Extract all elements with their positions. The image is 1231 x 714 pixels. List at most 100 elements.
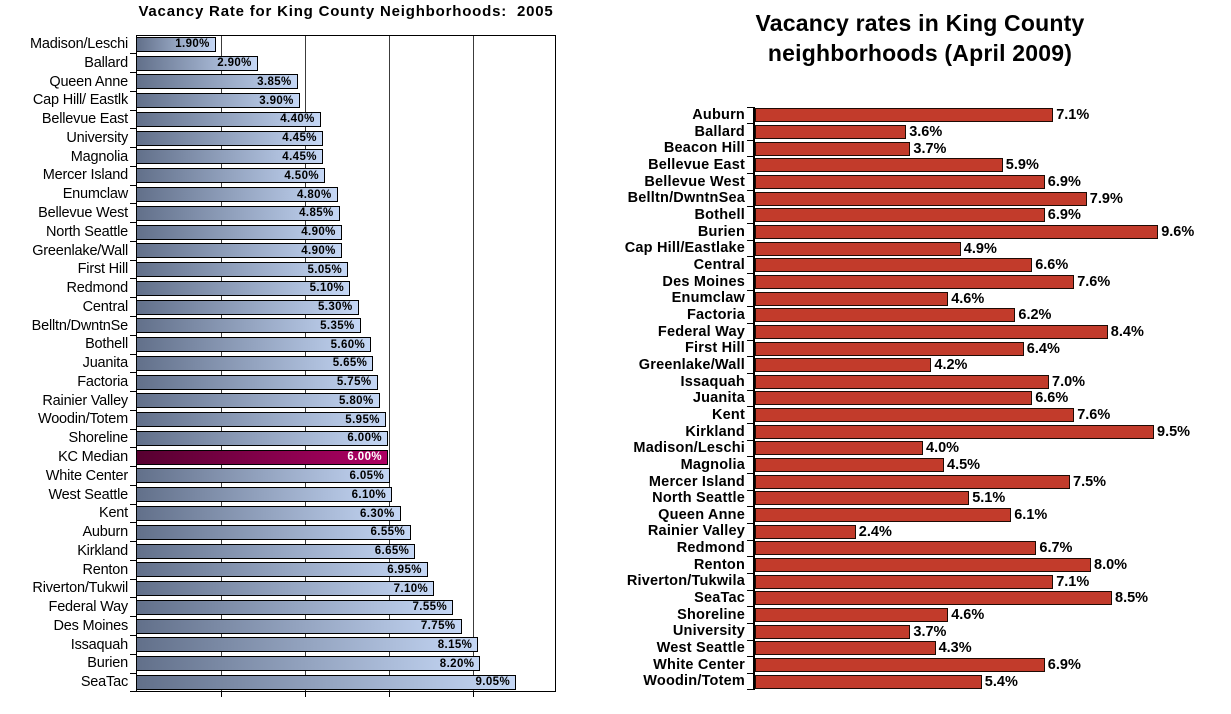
bar-row: Belltn/DwntnSea 7.9% (610, 190, 1230, 208)
category-label: Des Moines (662, 273, 745, 290)
category-label: Kirkland (77, 542, 128, 559)
bar-track: 6.6% (754, 390, 1230, 407)
value-label: 6.30% (359, 507, 395, 520)
bar: 6.65% (136, 543, 416, 559)
value-label: 6.4% (1026, 340, 1060, 357)
bar-row: North Seattle 4.90% (0, 223, 556, 242)
value-label: 6.95% (387, 563, 422, 576)
bar-row: White Center 6.9% (610, 657, 1230, 674)
bar-track: 6.9% (754, 657, 1230, 674)
category-label: Greenlake/Wall (638, 356, 745, 373)
value-label: 5.80% (338, 394, 374, 407)
bar-track: 6.10% (136, 485, 556, 504)
category-label: North Seattle (652, 490, 745, 507)
bar: 4.45% (136, 149, 323, 165)
bar (755, 308, 1016, 323)
category-label: Cap Hill/ Eastlk (32, 92, 128, 109)
bar (755, 524, 856, 539)
value-label: 5.65% (332, 357, 368, 370)
category-label: West Seattle (656, 640, 745, 657)
value-label: 8.15% (437, 638, 473, 651)
bar-track: 6.00% (136, 429, 556, 448)
bar: 5.80% (136, 393, 380, 409)
value-label: 5.30% (317, 301, 353, 314)
bar-track: 5.05% (136, 260, 556, 279)
value-label: 8.5% (1115, 590, 1149, 607)
bar-row: Shoreline 6.00% (0, 429, 556, 449)
bar: 6.95% (136, 562, 428, 578)
bar-row: Auburn 7.1% (610, 106, 1230, 124)
bar-row: Auburn 6.55% (0, 523, 556, 542)
value-label: 4.0% (926, 440, 960, 457)
category-label: First Hill (77, 261, 129, 278)
bar: 6.05% (136, 468, 391, 484)
bar-row: Beacon Hill 3.7% (610, 140, 1230, 158)
value-label: 5.10% (309, 282, 345, 295)
x-axis-tick (389, 692, 390, 697)
bar-track: 4.40% (136, 110, 556, 129)
bar-track: 8.5% (754, 590, 1230, 607)
bar-row: University 3.7% (610, 623, 1230, 641)
bar: 4.80% (136, 187, 338, 202)
value-label: 1.90% (175, 38, 210, 51)
bar-row: Kent 6.30% (0, 504, 556, 524)
value-label: 6.7% (1039, 540, 1073, 557)
bar (755, 441, 923, 456)
category-label: Greenlake/Wall (32, 242, 128, 259)
bar-track: 7.5% (754, 473, 1230, 490)
category-label: Enumclaw (62, 186, 128, 203)
value-label: 5.9% (1005, 157, 1039, 174)
bar-row: Juanita 6.6% (610, 390, 1230, 407)
value-label: 3.85% (257, 75, 292, 88)
category-label: Renton (693, 556, 745, 573)
bar: 4.50% (136, 168, 325, 184)
bar-row: Magnolia 4.45% (0, 148, 556, 167)
bar-row: Woodin/Totem 5.95% (0, 410, 556, 430)
bar-track: 4.9% (754, 240, 1230, 257)
value-label: 7.0% (1052, 373, 1086, 390)
value-label: 4.45% (282, 132, 317, 145)
category-label: University (66, 129, 128, 146)
bar-row: SeaTac 8.5% (610, 590, 1230, 607)
bar (755, 174, 1045, 189)
bar-track: 4.90% (136, 241, 556, 260)
category-label: Madison/Leschi (633, 440, 745, 457)
bar (755, 424, 1154, 439)
bar-track: 9.6% (754, 224, 1230, 241)
category-label: Des Moines (53, 617, 128, 634)
bar: 8.20% (136, 656, 481, 672)
category-label: Belltn/DwntnSe (31, 317, 129, 334)
bar-track: 5.80% (136, 392, 556, 411)
bar: 6.55% (136, 524, 412, 540)
bar: 6.10% (136, 487, 393, 503)
category-label: Rainier Valley (42, 392, 128, 409)
bar-row: Burien 9.6% (610, 224, 1230, 241)
category-label: Juanita (82, 355, 129, 372)
value-label: 6.10% (351, 488, 387, 501)
bar (755, 141, 911, 156)
category-label: Shoreline (68, 430, 129, 447)
bar: 5.35% (136, 318, 361, 334)
bar-track: 3.6% (754, 124, 1230, 141)
bar (755, 491, 970, 506)
category-label: Riverton/Tukwila (626, 573, 745, 590)
bar-track: 5.35% (136, 316, 556, 335)
bar: 7.55% (136, 599, 454, 615)
bar-track: 8.20% (136, 654, 556, 673)
bar-track: 7.75% (136, 617, 556, 636)
bar (755, 324, 1108, 339)
category-label: KC Median (58, 448, 128, 465)
bar (755, 191, 1087, 206)
bar (755, 241, 961, 256)
bar (755, 108, 1054, 123)
bar: 5.30% (136, 299, 359, 315)
bar-track: 8.15% (136, 636, 556, 655)
bar (755, 408, 1075, 423)
category-label: White Center (45, 467, 128, 484)
value-label: 5.4% (984, 673, 1018, 690)
value-label: 7.6% (1077, 273, 1111, 290)
bar (755, 374, 1049, 389)
bar-track: 5.95% (136, 410, 556, 429)
value-label: 6.05% (349, 469, 385, 482)
value-label: 4.80% (296, 188, 332, 201)
